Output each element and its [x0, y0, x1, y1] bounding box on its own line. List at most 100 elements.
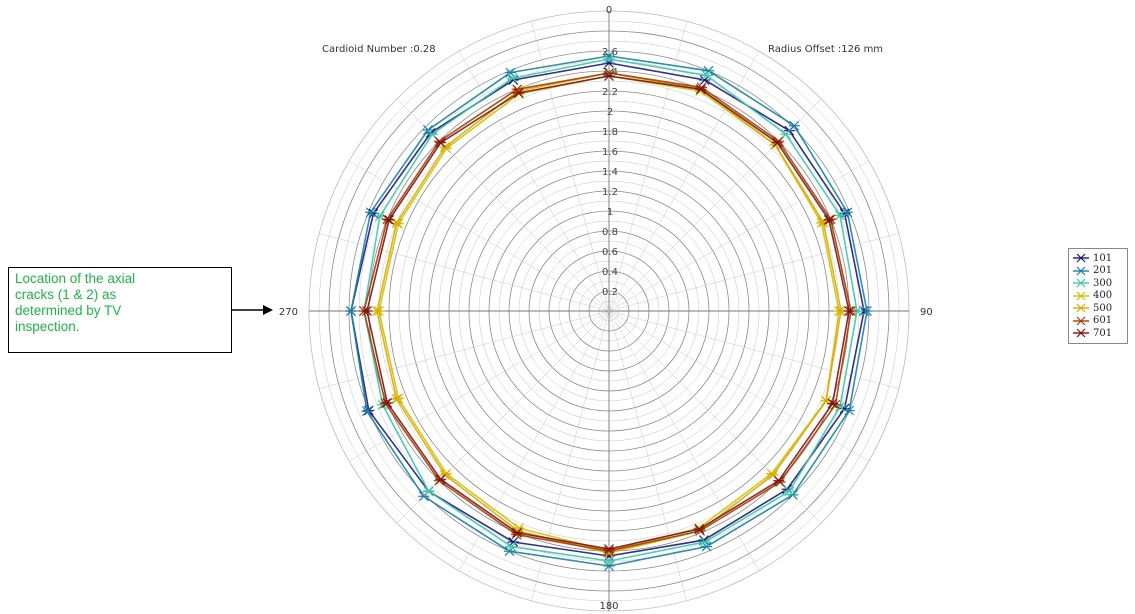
data-point — [696, 82, 708, 93]
data-point — [361, 306, 373, 316]
legend-label: 400 — [1093, 290, 1113, 302]
angle-tick-label: 0 — [606, 5, 612, 16]
data-point — [701, 70, 713, 81]
data-point — [504, 67, 516, 78]
data-point — [381, 397, 393, 408]
data-point — [693, 524, 705, 534]
data-point — [843, 306, 855, 316]
data-point — [771, 137, 783, 148]
data-point — [361, 406, 373, 417]
data-point — [379, 398, 391, 409]
grid-spoke — [349, 310, 610, 462]
data-point — [381, 214, 393, 225]
data-point — [694, 525, 706, 536]
data-point — [695, 84, 707, 95]
legend-marker-icon — [1073, 303, 1089, 313]
grid-spoke — [458, 51, 610, 312]
data-point — [827, 398, 839, 409]
radial-tick-label: 2.4 — [602, 67, 618, 78]
radial-tick-label: 1 — [607, 207, 613, 218]
data-point — [783, 486, 795, 497]
radial-tick-label: 0.8 — [602, 227, 618, 238]
legend-marker-icon — [1073, 253, 1089, 263]
grid-spoke — [349, 160, 610, 312]
legend-item: 500 — [1073, 302, 1123, 315]
data-point — [371, 306, 383, 316]
data-point — [603, 54, 615, 64]
data-point — [788, 120, 800, 131]
data-point — [365, 207, 377, 218]
data-point — [507, 73, 519, 84]
radial-tick-labels: 0.2 0.4 0.6 0.8 1 1.2 1.4 1.6 1.8 2 2.2 2.4 2.6 — [602, 47, 618, 298]
legend-label: 300 — [1093, 277, 1113, 289]
radius-offset-label: Radius Offset :126 mm — [768, 44, 883, 55]
angle-tick-label: 90 — [920, 307, 933, 318]
data-point — [603, 561, 615, 571]
series-201 — [345, 51, 873, 571]
legend-item: 201 — [1073, 265, 1123, 278]
legend-item: 601 — [1073, 315, 1123, 328]
data-point — [505, 541, 517, 552]
data-point — [603, 71, 615, 81]
data-point — [603, 556, 615, 566]
angle-tick-label: 180 — [599, 601, 618, 612]
legend-label: 500 — [1093, 302, 1113, 314]
legend: 101 201 300 400 500 601 701 — [1068, 248, 1128, 344]
angle-tick-label: 270 — [279, 307, 298, 318]
data-point — [435, 137, 447, 148]
data-point — [834, 210, 846, 221]
grid-spoke — [531, 310, 610, 601]
radial-tick-label: 0.4 — [602, 267, 618, 278]
data-point — [510, 529, 522, 540]
grid-spoke — [608, 310, 687, 601]
series-701 — [361, 71, 855, 554]
data-point — [391, 394, 403, 404]
radial-tick-label: 2.6 — [602, 47, 618, 58]
legend-marker-icon — [1073, 316, 1089, 326]
annotation-box: Location of the axial cracks (1 & 2) as … — [8, 267, 232, 353]
data-point — [843, 405, 855, 416]
radial-tick-label: 0.2 — [602, 287, 618, 298]
data-point — [603, 544, 615, 554]
cardioid-number-label: Cardioid Number :0.28 — [322, 44, 436, 55]
data-point — [823, 214, 835, 225]
data-point — [383, 214, 395, 225]
data-point — [511, 527, 523, 538]
legend-label: 601 — [1093, 315, 1113, 327]
legend-marker-icon — [1073, 278, 1089, 288]
annotation-line: inspection. — [15, 319, 80, 334]
annotation-line: Location of the axial — [15, 271, 136, 286]
radial-tick-label: 1.8 — [602, 127, 618, 138]
grid-spoke — [319, 233, 610, 312]
legend-item: 101 — [1073, 252, 1123, 265]
data-point — [513, 88, 525, 98]
legend-label: 701 — [1093, 327, 1113, 339]
data-point — [435, 474, 447, 485]
legend-item: 300 — [1073, 277, 1123, 290]
annotation-arrow — [232, 305, 273, 315]
radial-tick-label: 1.2 — [602, 187, 618, 198]
legend-item: 701 — [1073, 327, 1123, 340]
radial-tick-label: 1.6 — [602, 147, 618, 158]
grid-spoke — [608, 51, 760, 312]
legend-marker-icon — [1073, 266, 1089, 276]
grid-spoke — [319, 310, 610, 389]
data-point — [345, 306, 357, 316]
annotation-line: cracks (1 & 2) as — [15, 287, 117, 302]
legend-label: 101 — [1093, 252, 1113, 264]
series-layer — [345, 51, 873, 571]
radial-tick-label: 2.2 — [602, 87, 618, 98]
grid-spoke — [608, 310, 760, 571]
radial-tick-label: 0.6 — [602, 247, 618, 258]
legend-item: 400 — [1073, 290, 1123, 303]
data-point — [423, 486, 435, 497]
legend-label: 201 — [1093, 265, 1113, 277]
angle-tick-labels: 0 90 180 270 — [279, 5, 933, 612]
radial-tick-label: 1.4 — [602, 167, 618, 178]
legend-marker-icon — [1073, 291, 1089, 301]
radial-tick-label: 2 — [607, 107, 613, 118]
grid-spoke — [531, 21, 610, 312]
data-point — [861, 306, 873, 316]
data-point — [825, 214, 837, 225]
